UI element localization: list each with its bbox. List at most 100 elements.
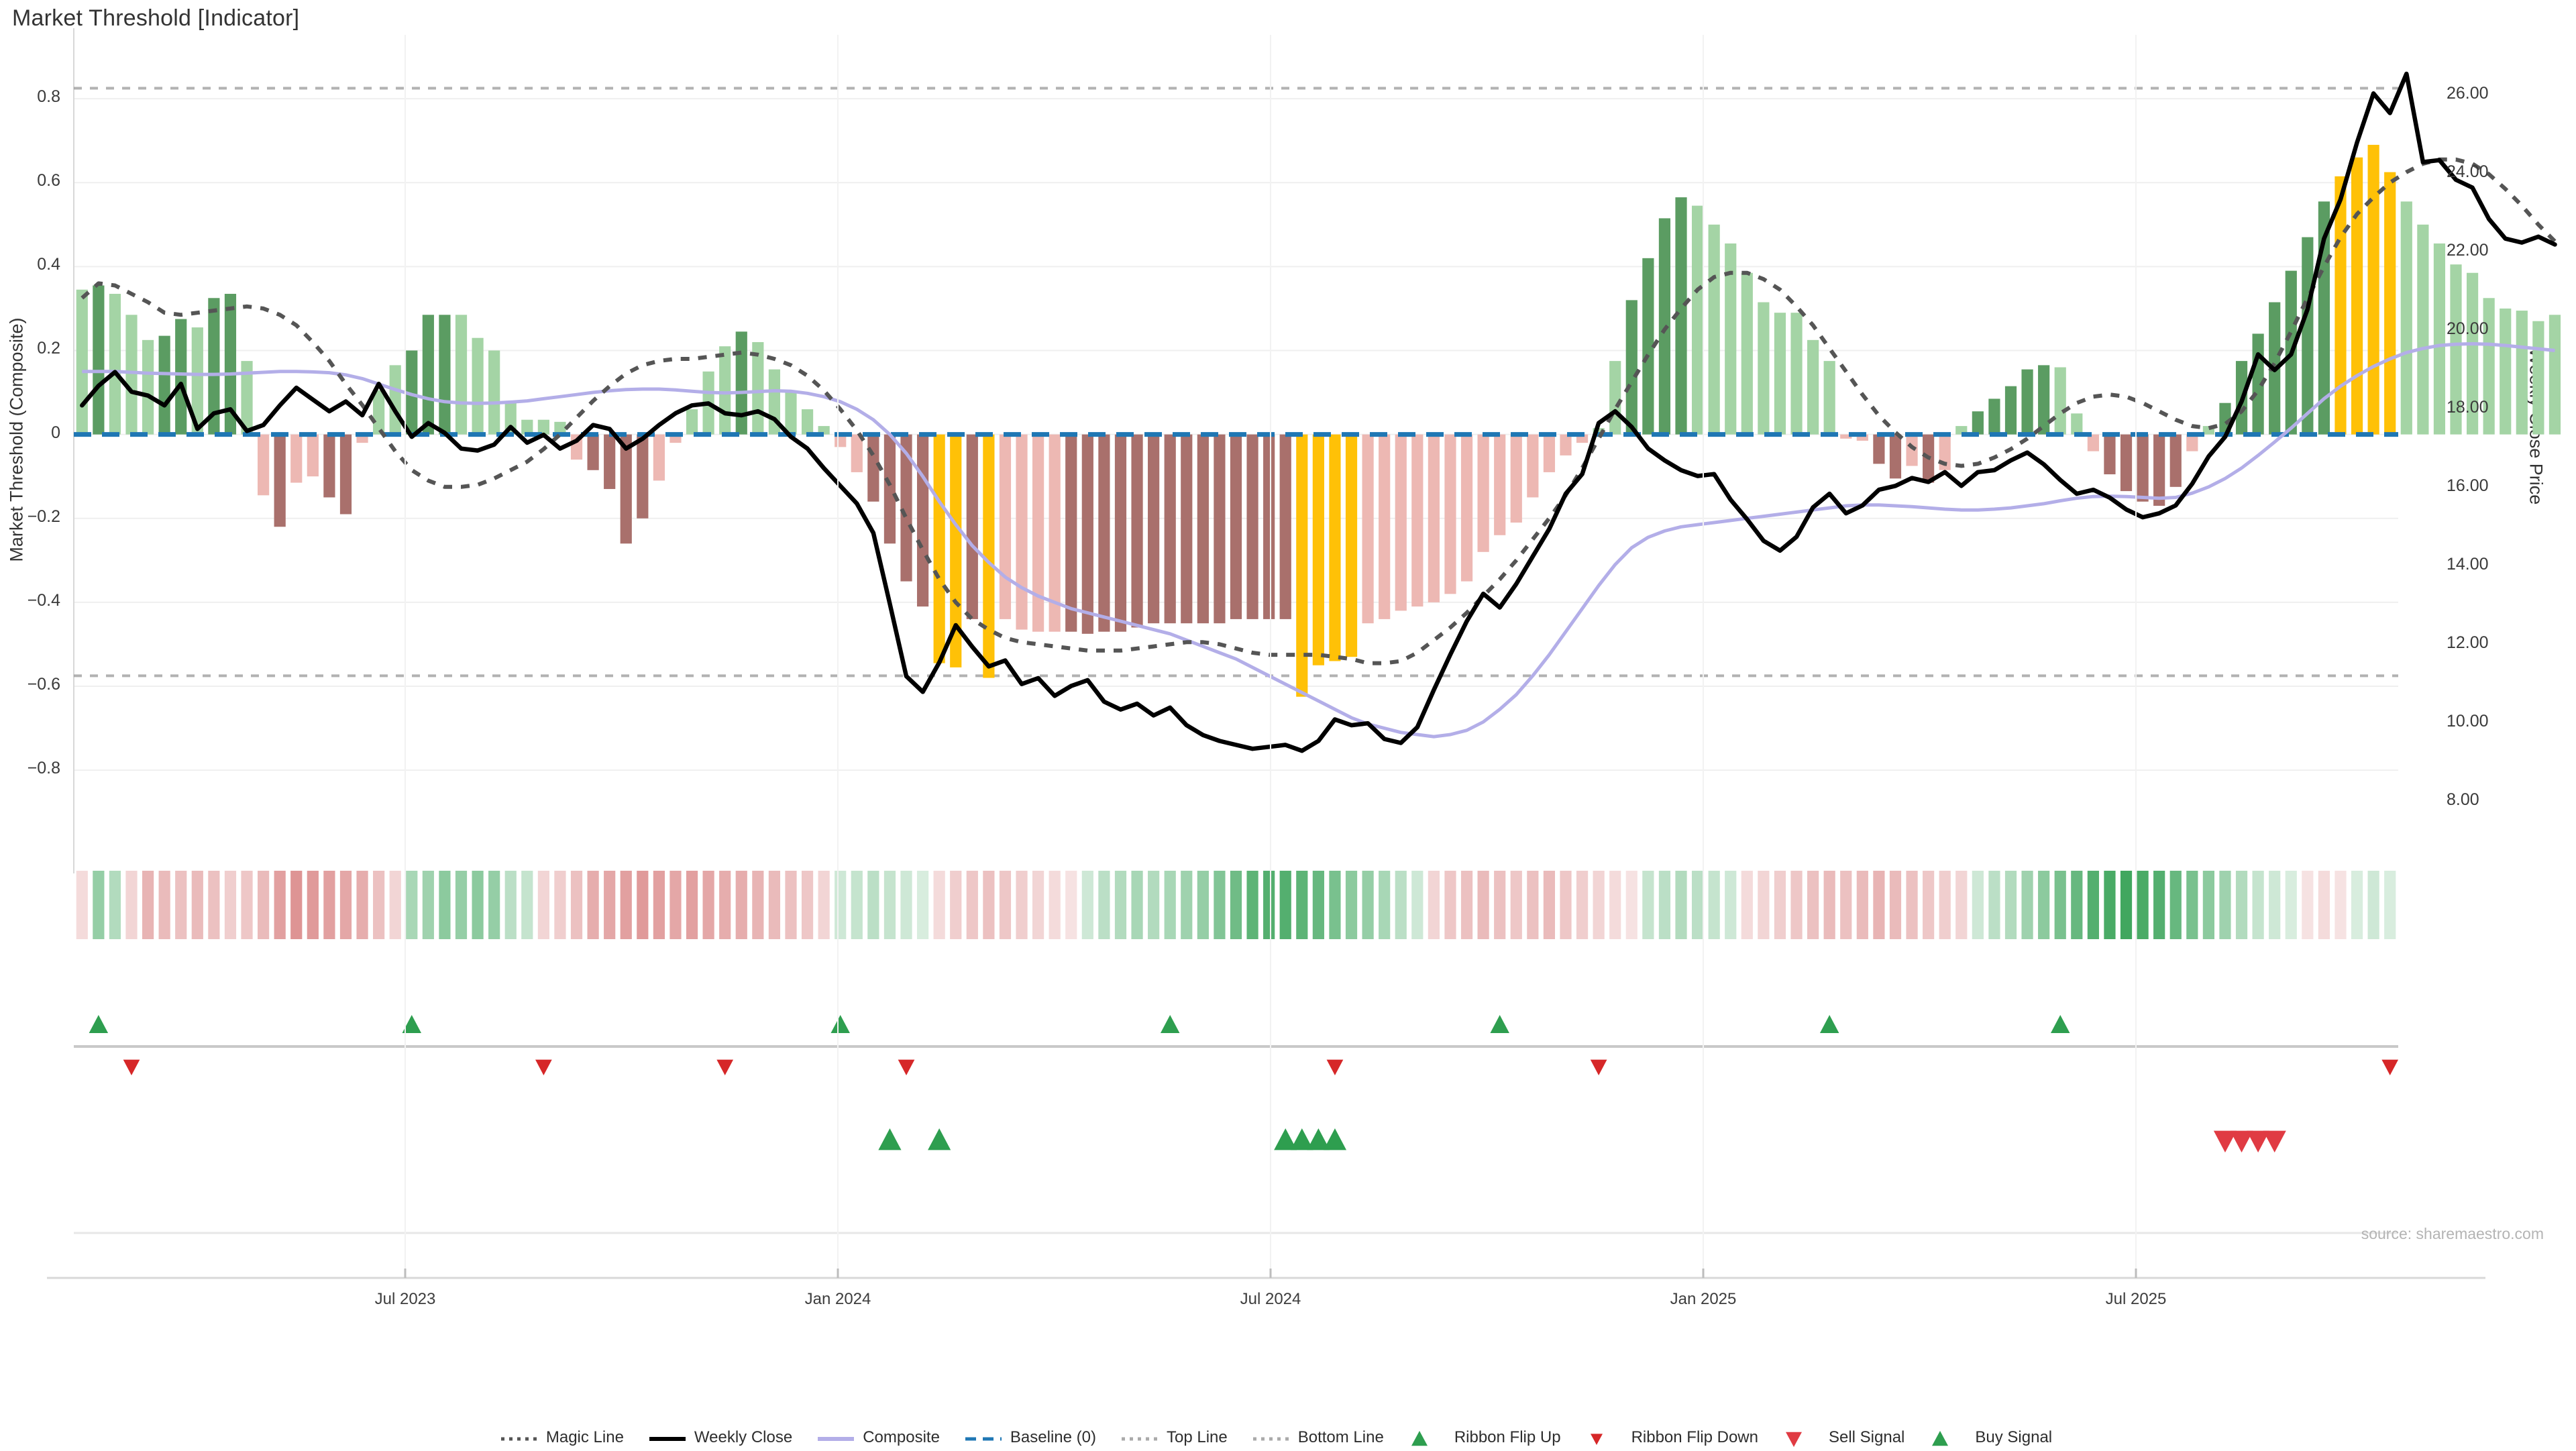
y-axis-left-tick: 0.2 — [37, 339, 60, 358]
ribbon-cell — [1296, 871, 1308, 939]
ribbon-flip-up-marker — [1160, 1015, 1180, 1033]
composite-bar — [1214, 434, 1226, 624]
x-axis-tick-label: Jul 2024 — [1240, 1290, 1301, 1308]
ribbon-cell — [916, 871, 929, 939]
legend-item[interactable]: Ribbon Flip Down — [1585, 1428, 1758, 1447]
legend-swatch-line-icon — [816, 1430, 855, 1445]
composite-bar — [1444, 434, 1456, 594]
sell-signal-marker — [2230, 1130, 2253, 1152]
legend-item[interactable]: Ribbon Flip Up — [1408, 1428, 1561, 1447]
ribbon-cell — [2202, 871, 2214, 939]
composite-bar — [142, 339, 154, 435]
legend-item[interactable]: Magic Line — [500, 1428, 624, 1447]
composite-bar — [1510, 434, 1522, 523]
composite-bar — [2334, 176, 2347, 435]
composite-bar — [1873, 434, 1885, 464]
legend-swatch-triangle-down-icon — [1782, 1430, 1821, 1447]
ribbon-cell — [1395, 871, 1407, 939]
ribbon-cell — [2153, 871, 2165, 939]
legend-item[interactable]: Weekly Close — [648, 1428, 792, 1447]
ribbon-cell — [1560, 871, 1572, 939]
composite-bar — [999, 434, 1012, 619]
composite-bar — [900, 434, 912, 582]
ribbon-cell — [307, 871, 319, 939]
ribbon-cell — [406, 871, 418, 939]
legend-item[interactable]: Sell Signal — [1782, 1428, 1904, 1447]
composite-bar — [554, 421, 566, 435]
legend-swatch-line-icon — [648, 1430, 687, 1445]
buy-signal-marker — [1307, 1128, 1330, 1150]
ribbon-cell — [1016, 871, 1028, 939]
legend-label: Top Line — [1166, 1428, 1228, 1446]
composite-bar — [2004, 386, 2017, 435]
ribbon-cell — [735, 871, 747, 939]
composite-bar — [1889, 434, 1902, 479]
ribbon-cell — [422, 871, 434, 939]
legend-item[interactable]: Baseline (0) — [964, 1428, 1096, 1447]
ribbon-cell — [1708, 871, 1720, 939]
composite-bar — [2169, 434, 2182, 487]
ribbon-cell — [175, 871, 187, 939]
ribbon-cell — [1807, 871, 1819, 939]
ribbon-flip-down-marker — [1326, 1059, 1344, 1075]
ribbon-cell — [208, 871, 220, 939]
ribbon-cell — [1049, 871, 1061, 939]
ribbon-cell — [1527, 871, 1539, 939]
composite-bar — [208, 298, 220, 435]
ribbon-cell — [604, 871, 616, 939]
legend-item[interactable]: Top Line — [1120, 1428, 1228, 1447]
composite-bar — [1774, 313, 1786, 435]
legend-item[interactable]: Composite — [816, 1428, 940, 1447]
page-title: Market Threshold [Indicator] — [12, 5, 300, 31]
composite-bar — [76, 289, 88, 435]
ribbon-cell — [2054, 871, 2066, 939]
ribbon-cell — [389, 871, 401, 939]
composite-bar — [1279, 434, 1291, 619]
composite-bar — [2548, 315, 2561, 435]
ribbon-cell — [439, 871, 451, 939]
ribbon-cell — [2285, 871, 2297, 939]
ribbon-cell — [950, 871, 962, 939]
composite-bar — [950, 434, 962, 667]
legend-label: Magic Line — [545, 1428, 624, 1446]
composite-bar — [1246, 434, 1258, 619]
composite-bar — [109, 294, 121, 435]
ribbon-cell — [1345, 871, 1358, 939]
ribbon-cell — [999, 871, 1012, 939]
ribbon-cell — [653, 871, 665, 939]
ribbon-cell — [669, 871, 682, 939]
ribbon-cell — [373, 871, 385, 939]
composite-bar — [1543, 434, 1556, 472]
buy-signal-marker — [878, 1128, 902, 1150]
ribbon-cell — [1593, 871, 1605, 939]
composite-bar — [1065, 434, 1077, 632]
ribbon-cell — [620, 871, 632, 939]
ribbon-cell — [1658, 871, 1671, 939]
y-axis-right-tick: 8.00 — [2447, 790, 2479, 810]
sell-signal-marker — [2263, 1130, 2286, 1152]
ribbon-cell — [1329, 871, 1341, 939]
ribbon-cell — [290, 871, 303, 939]
buy-signal-marker — [1323, 1128, 1347, 1150]
ribbon-flip-up-marker — [402, 1015, 422, 1033]
y-axis-left-tick: −0.2 — [27, 506, 60, 526]
ribbon-cell — [2087, 871, 2099, 939]
ribbon-cell — [2269, 871, 2281, 939]
ribbon-cell — [2071, 871, 2083, 939]
composite-bar — [966, 434, 978, 619]
legend-label: Sell Signal — [1828, 1428, 1905, 1446]
composite-bar — [2466, 272, 2479, 435]
ribbon-cell — [1790, 871, 1803, 939]
ribbon-cell — [1428, 871, 1440, 939]
ribbon-cell — [983, 871, 995, 939]
composite-bar — [1460, 434, 1473, 582]
ribbon-cell — [1823, 871, 1835, 939]
composite-bar — [175, 319, 187, 435]
ribbon-cell — [1642, 871, 1654, 939]
legend-item[interactable]: Buy Signal — [1929, 1428, 2052, 1447]
composite-bar — [735, 331, 747, 435]
legend-item[interactable]: Bottom Line — [1252, 1428, 1384, 1447]
ribbon-cell — [1774, 871, 1786, 939]
composite-bar — [1428, 434, 1440, 602]
composite-bar — [422, 315, 434, 435]
